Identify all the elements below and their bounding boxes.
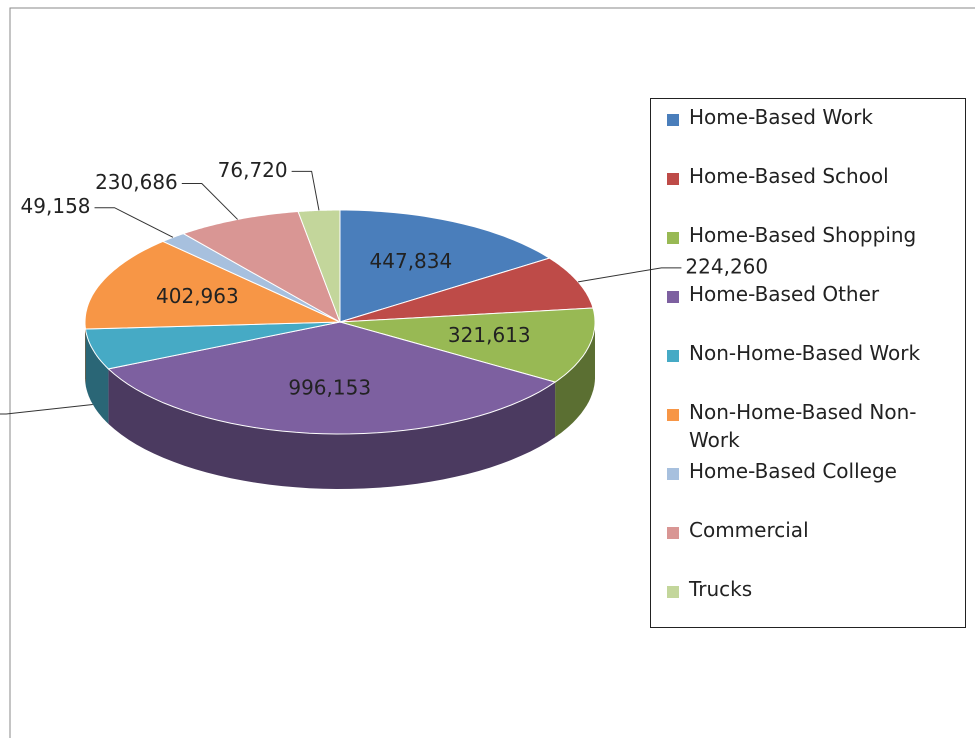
slice [339,307,596,383]
legend-swatch [667,173,679,185]
slice [107,321,557,435]
data-label: 447,834 [370,249,453,273]
legend-swatch [667,350,679,362]
legend-item: Trucks [651,575,965,634]
legend-swatch [667,291,679,303]
data-label: 49,158 [21,194,91,218]
slice-side [85,322,86,384]
slice-side [85,329,109,424]
legend-item: Non-Home-Based Non-Work [651,398,965,457]
legend-item: Home-Based Other [651,280,965,339]
legend-swatch [667,468,679,480]
data-label: 321,613 [448,323,531,347]
legend-item: Non-Home-Based Work [651,339,965,398]
legend: Home-Based Work Home-Based School Home-Bas… [650,98,966,628]
leader-line [291,170,320,211]
legend-label: Home-Based Other [689,282,880,306]
slice [84,240,341,330]
legend-label: Non-Home-Based Non-Work [689,400,917,452]
legend-item: Home-Based Work [651,103,965,162]
legend-label: Home-Based College [689,459,897,483]
legend-swatch [667,409,679,421]
leader-line [0,403,93,415]
leader-line [94,207,174,238]
leader-line [577,267,682,283]
data-label: 230,686 [95,170,178,194]
legend-label: Home-Based Work [689,105,873,129]
legend-item: Home-Based College [651,457,965,516]
slice [84,321,341,370]
leader-line [181,183,238,220]
legend-label: Non-Home-Based Work [689,341,921,365]
legend-swatch [667,232,679,244]
legend-item: Commercial [651,516,965,575]
legend-label: Home-Based Shopping [689,223,917,247]
legend-item: Home-Based Shopping [651,221,965,280]
legend-label: Trucks [689,577,753,601]
slice-side [108,368,556,489]
chart-frame [9,7,975,738]
slice [161,233,341,323]
legend-label: Home-Based School [689,164,889,188]
slice-side [555,322,595,438]
slice [339,209,551,323]
legend-item: Home-Based School [651,162,965,221]
data-label: 996,153 [288,376,371,400]
slice [297,209,341,323]
legend-swatch [667,114,679,126]
legend-swatch [667,586,679,598]
legend-label: Commercial [689,518,809,542]
data-label: 224,260 [685,254,768,278]
data-label: 76,720 [218,158,288,182]
legend-swatch [667,527,679,539]
data-label: 402,963 [156,284,239,308]
